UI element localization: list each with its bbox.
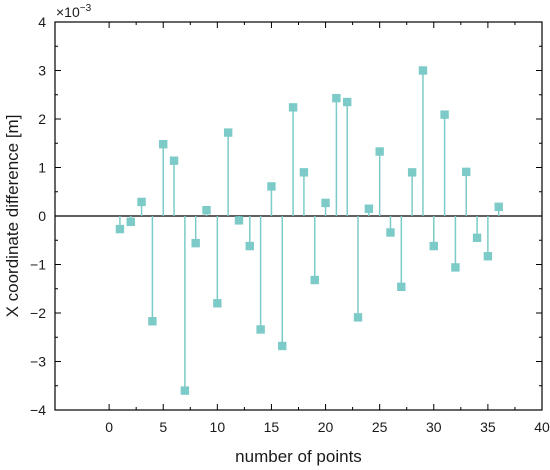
data-point (137, 197, 146, 207)
data-point (353, 313, 363, 322)
data-point (407, 168, 417, 177)
data-point (234, 216, 244, 225)
x-tick-label: 20 (318, 419, 334, 435)
data-point (321, 198, 330, 208)
data-point (169, 156, 179, 165)
x-tick-label: 10 (210, 419, 226, 435)
x-tick-label: 15 (264, 419, 280, 435)
data-point (494, 202, 503, 211)
data-point (115, 224, 125, 234)
data-point (202, 205, 211, 215)
data-point (223, 128, 233, 137)
data-point (483, 252, 493, 261)
data-point (451, 263, 460, 272)
data-point (299, 168, 309, 177)
data-point (364, 204, 374, 213)
x-tick-label: 5 (159, 419, 167, 435)
data-point (310, 275, 319, 285)
x-tick-label: 0 (105, 419, 113, 435)
data-point (267, 182, 276, 191)
data-point (375, 147, 384, 156)
data-point (343, 97, 352, 107)
data-point (397, 282, 406, 292)
data-point (462, 167, 471, 177)
x-tick-label: 40 (534, 419, 550, 435)
data-point (386, 228, 395, 237)
data-point (418, 66, 428, 75)
y-tick-label: 1 (38, 160, 46, 176)
data-point (440, 110, 449, 119)
y-tick-label: 2 (38, 111, 46, 127)
data-point (159, 140, 168, 149)
data-point (245, 241, 254, 251)
y-tick-label: −4 (30, 402, 46, 418)
axis-ticks: 0 5 10 15 20 25 30 35 40 −4 −3 −2 −1 0 1 2 3 4 (30, 14, 550, 435)
data-point (288, 103, 298, 112)
y-tick-label: −3 (30, 354, 46, 370)
y-tick-label: 3 (38, 63, 46, 79)
y-scale-multiplier: ×10−3 (56, 3, 92, 20)
data-point (332, 93, 341, 103)
x-axis-title: number of points (235, 447, 362, 466)
data-point (256, 325, 265, 334)
data-point (180, 386, 190, 395)
x-tick-label: 30 (426, 419, 442, 435)
x-tick-label: 25 (372, 419, 388, 435)
data-point (213, 299, 222, 308)
data-point (148, 317, 157, 326)
data-point (429, 241, 438, 251)
y-axis-title: X coordinate difference [m] (3, 115, 22, 318)
y-tick-label: 0 (38, 208, 46, 224)
chart-marks (55, 66, 542, 395)
y-scale-base: ×10 (56, 4, 80, 20)
data-point (278, 341, 287, 351)
y-scale-exponent: −3 (80, 3, 92, 14)
y-tick-label: −2 (30, 305, 46, 321)
data-point (191, 238, 200, 248)
x-tick-label: 35 (480, 419, 496, 435)
y-tick-label: −1 (30, 257, 46, 273)
data-point (472, 233, 482, 243)
y-tick-label: 4 (38, 14, 46, 30)
data-point (126, 217, 135, 227)
